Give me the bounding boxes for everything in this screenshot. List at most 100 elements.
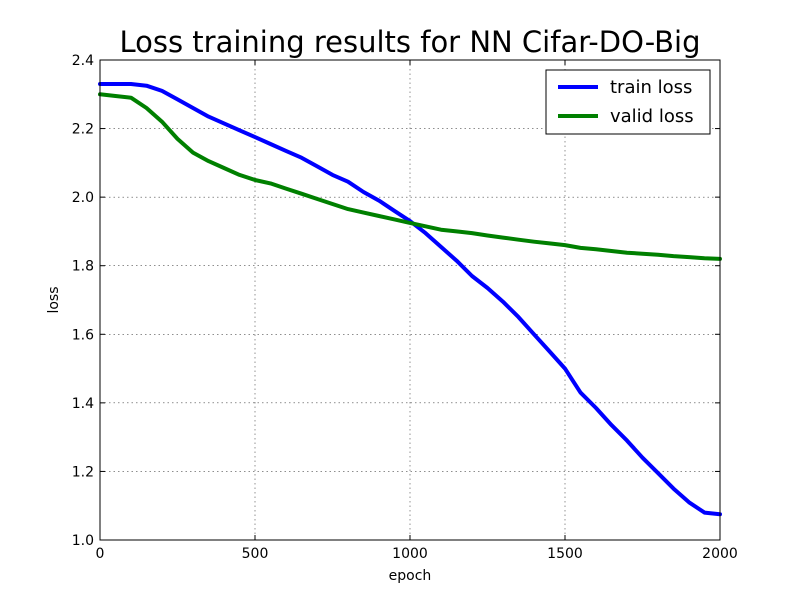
data-point-valid-loss (346, 207, 350, 211)
data-point-train-loss (672, 487, 675, 491)
chart-legend: train loss valid loss (545, 69, 711, 135)
data-point-valid-loss (594, 247, 598, 251)
y-tick-label: 1.8 (72, 259, 94, 275)
data-point-train-loss (594, 406, 598, 410)
x-tick-label: 0 (96, 546, 105, 562)
data-point-train-loss (703, 511, 706, 515)
data-point-valid-loss (408, 221, 412, 225)
data-point-valid-loss (176, 137, 179, 141)
data-point-train-loss (579, 391, 582, 395)
data-point-train-loss (315, 164, 319, 168)
data-point-valid-loss (362, 211, 365, 215)
data-point-train-loss (641, 456, 644, 460)
data-point-valid-loss (222, 166, 226, 170)
data-point-valid-loss (114, 94, 117, 98)
data-point-train-loss (222, 121, 226, 125)
x-tick-label: 500 (242, 546, 269, 562)
chart-title: Loss training results for NN Cifar-DO-Bi… (119, 25, 700, 59)
legend-box (545, 69, 711, 135)
data-point-valid-loss (238, 173, 241, 177)
data-point-valid-loss (687, 255, 691, 259)
data-point-valid-loss (269, 181, 272, 185)
data-point-valid-loss (129, 96, 133, 100)
y-tick-label: 2.4 (72, 53, 94, 69)
data-point-train-loss (687, 500, 691, 504)
data-point-train-loss (377, 199, 381, 203)
data-point-valid-loss (579, 246, 582, 250)
axis-tick-labels: 0 500 1000 1500 2000 1.0 1.2 1.4 1.6 1.8 2.0 2.2 2.4 (72, 53, 738, 562)
data-point-valid-loss (331, 202, 334, 206)
y-tick-label: 1.0 (72, 533, 94, 549)
data-point-valid-loss (610, 249, 613, 253)
data-point-train-loss (191, 106, 195, 110)
data-point-train-loss (253, 135, 257, 139)
data-point-valid-loss (253, 178, 257, 182)
data-point-valid-loss (377, 214, 381, 218)
data-point-train-loss (300, 156, 303, 160)
data-point-train-loss (362, 190, 365, 194)
y-tick-label: 1.2 (72, 464, 94, 480)
data-point-valid-loss (300, 192, 303, 196)
x-tick-label: 2000 (702, 546, 738, 562)
data-point-valid-loss (393, 217, 396, 221)
data-point-valid-loss (532, 240, 536, 244)
data-point-valid-loss (656, 253, 660, 257)
data-point-train-loss (470, 274, 474, 278)
data-point-train-loss (517, 315, 520, 319)
y-tick-label: 2.0 (72, 190, 94, 206)
data-point-train-loss (486, 286, 489, 290)
y-tick-label: 1.4 (72, 396, 94, 412)
data-point-train-loss (346, 180, 350, 184)
data-point-train-loss (176, 97, 179, 101)
data-point-valid-loss (672, 254, 675, 258)
data-point-train-loss (114, 82, 117, 86)
data-point-train-loss (625, 439, 629, 443)
data-point-train-loss (145, 84, 148, 88)
data-point-valid-loss (470, 231, 474, 235)
data-point-train-loss (656, 471, 660, 475)
data-point-train-loss (269, 142, 272, 146)
data-point-train-loss (331, 173, 334, 177)
series-lines (98, 82, 722, 517)
data-point-train-loss (548, 349, 551, 353)
data-point-train-loss (501, 300, 505, 304)
data-point-train-loss (207, 115, 210, 119)
data-point-valid-loss (160, 120, 164, 124)
x-tick-label: 1000 (392, 546, 428, 562)
legend-label-valid-loss: valid loss (610, 106, 694, 127)
data-point-train-loss (610, 423, 613, 427)
axis-ticks (99, 59, 721, 541)
data-point-valid-loss (486, 234, 489, 237)
data-point-valid-loss (207, 159, 210, 163)
y-axis-label: loss (46, 286, 62, 313)
data-point-train-loss (532, 332, 536, 336)
data-point-valid-loss (548, 241, 551, 245)
data-point-valid-loss (145, 106, 148, 110)
data-point-train-loss (424, 231, 427, 235)
data-point-valid-loss (439, 228, 443, 232)
data-point-train-loss (284, 149, 288, 153)
data-point-valid-loss (703, 256, 706, 260)
data-point-valid-loss (315, 197, 319, 201)
data-point-valid-loss (563, 243, 567, 247)
data-point-train-loss (393, 209, 396, 213)
y-tick-label: 2.2 (72, 122, 94, 138)
data-point-train-loss (160, 89, 164, 93)
data-point-valid-loss (625, 251, 629, 255)
data-point-valid-loss (424, 224, 427, 228)
data-point-train-loss (129, 82, 133, 86)
y-tick-label: 1.6 (72, 327, 94, 343)
x-axis-label: epoch (389, 568, 432, 584)
data-point-valid-loss (517, 238, 520, 242)
data-point-train-loss (455, 259, 458, 263)
data-point-valid-loss (455, 229, 458, 233)
data-point-valid-loss (191, 151, 195, 155)
data-point-valid-loss (501, 236, 505, 240)
data-point-train-loss (238, 128, 241, 132)
data-point-valid-loss (284, 187, 288, 191)
x-tick-label: 1500 (547, 546, 583, 562)
data-point-train-loss (563, 367, 567, 371)
data-point-train-loss (439, 245, 443, 249)
legend-label-train-loss: train loss (610, 77, 692, 98)
